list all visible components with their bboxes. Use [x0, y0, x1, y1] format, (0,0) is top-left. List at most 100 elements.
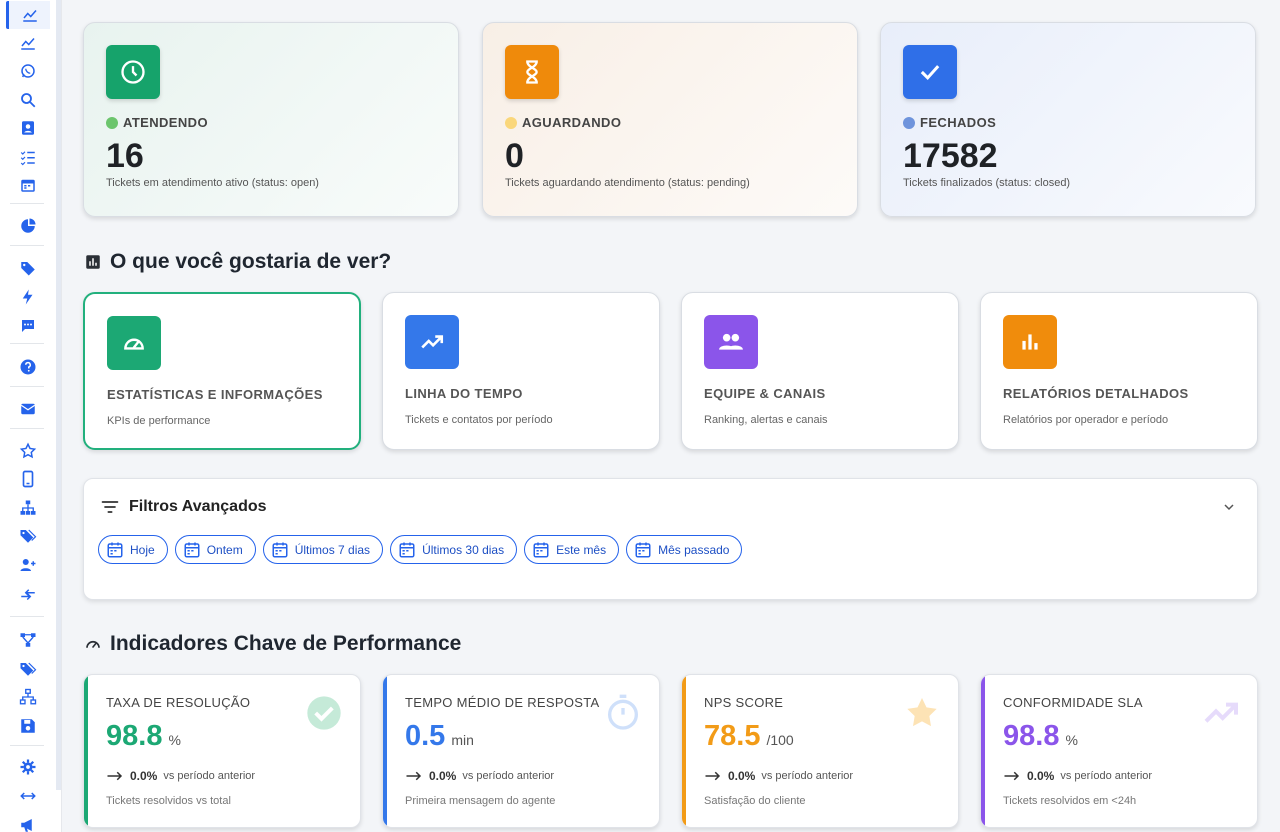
- megaphone-icon: [21, 819, 32, 832]
- sidebar-item-0[interactable]: [6, 1, 50, 29]
- chart-line-icon: [21, 38, 35, 50]
- horizontal-arrows-icon: [20, 792, 36, 800]
- view-card-2[interactable]: EQUIPE & CANAIS Ranking, alertas e canais: [681, 292, 959, 450]
- sidebar-item-25[interactable]: [6, 811, 50, 832]
- status-card-atendendo[interactable]: ATENDENDO 16 Tickets em atendimento ativo …: [83, 22, 459, 217]
- add-user-icon: [20, 559, 36, 571]
- date-chip-1[interactable]: Ontem: [174, 535, 256, 564]
- views-section-title: O que você gostaria de ver?: [84, 250, 391, 274]
- sidebar-item-17[interactable]: [6, 551, 50, 579]
- transfer-icon: [21, 589, 35, 601]
- sidebar-item-16[interactable]: [6, 522, 50, 550]
- kpi-change: 0.0%: [429, 769, 457, 783]
- check-circle-icon: [307, 696, 341, 730]
- view-icon-box: [1003, 315, 1057, 369]
- arrow-right-icon: [107, 771, 123, 781]
- sidebar-scrollbar[interactable]: [56, 0, 61, 790]
- sidebar-item-4[interactable]: [6, 114, 50, 142]
- kpi-section-title: Indicadores Chave de Performance: [84, 632, 461, 656]
- sidebar-item-5[interactable]: [6, 143, 50, 171]
- clock-icon: [121, 60, 145, 84]
- kpi-unit: %: [1065, 732, 1078, 748]
- view-card-subtitle: Relatórios por operador e período: [1003, 414, 1169, 426]
- view-card-title: EQUIPE & CANAIS: [704, 386, 826, 401]
- view-card-title: ESTATÍSTICAS E INFORMAÇÕES: [107, 387, 323, 402]
- tags-icon: [20, 662, 37, 676]
- date-chip-label: Últimos 7 dias: [294, 542, 371, 557]
- date-presets: Hoje Ontem Últimos 7 dias Últimos 30 dias Es…: [98, 535, 743, 564]
- chart-line-icon: [22, 10, 37, 22]
- kpi-footnote: Tickets resolvidos em <24h: [1003, 795, 1137, 807]
- sidebar-item-9[interactable]: [6, 283, 50, 311]
- arrow-right-icon: [406, 771, 422, 781]
- sidebar-item-24[interactable]: [6, 782, 50, 810]
- view-card-3[interactable]: RELATÓRIOS DETALHADOS Relatórios por oper…: [980, 292, 1258, 450]
- kpi-change: 0.0%: [728, 769, 756, 783]
- kpi-comparison: 0.0% vs período anterior: [405, 767, 639, 785]
- kpi-value-row: 98.8%: [106, 720, 340, 753]
- hourglass-icon: [526, 60, 538, 84]
- view-icon-box: [107, 316, 161, 370]
- view-card-title: RELATÓRIOS DETALHADOS: [1003, 386, 1189, 401]
- sidebar-item-6[interactable]: [6, 171, 50, 199]
- sidebar-item-18[interactable]: [6, 581, 50, 609]
- kpi-vs-label: vs período anterior: [462, 770, 555, 782]
- status-description: Tickets aguardando atendimento (status: …: [505, 177, 750, 189]
- whatsapp-icon: [21, 64, 35, 78]
- trending-up-icon: [1204, 702, 1238, 723]
- sidebar-item-14[interactable]: [6, 465, 50, 493]
- status-icon-box: [505, 45, 559, 99]
- status-icon-box: [903, 45, 957, 99]
- date-chip-5[interactable]: Mês passado: [626, 535, 743, 564]
- sidebar-item-20[interactable]: [6, 655, 50, 683]
- sidebar-item-1[interactable]: [6, 29, 50, 57]
- sidebar-item-21[interactable]: [6, 683, 50, 711]
- sidebar-item-10[interactable]: [6, 312, 50, 340]
- filters-header[interactable]: Filtros Avançados: [100, 497, 267, 517]
- date-chip-3[interactable]: Últimos 30 dias: [390, 535, 518, 564]
- kpi-card-2[interactable]: NPS SCORE 78.5/100 0.0% vs período anterior…: [681, 674, 959, 828]
- sidebar-item-2[interactable]: [6, 57, 50, 85]
- mail-icon: [20, 403, 36, 415]
- calendar-chip-icon: [184, 542, 200, 557]
- sidebar-item-3[interactable]: [6, 86, 50, 114]
- view-card-subtitle: KPIs de performance: [107, 415, 211, 427]
- chevron-down-icon[interactable]: [1221, 499, 1237, 515]
- status-description: Tickets finalizados (status: closed): [903, 177, 1071, 189]
- check-icon: [920, 65, 940, 81]
- kpi-change: 0.0%: [1027, 769, 1055, 783]
- view-card-1[interactable]: LINHA DO TEMPO Tickets e contatos por per…: [382, 292, 660, 450]
- tags-icon: [20, 529, 37, 543]
- kpi-comparison: 0.0% vs período anterior: [106, 767, 340, 785]
- sidebar-item-23[interactable]: [6, 753, 50, 781]
- calendar-chip-icon: [533, 542, 549, 557]
- kpi-card-0[interactable]: TAXA DE RESOLUÇÃO 98.8% 0.0% vs período ant…: [83, 674, 361, 828]
- kpi-value: 98.8: [106, 720, 163, 752]
- kpi-card-3[interactable]: CONFORMIDADE SLA 98.8% 0.0% vs período ante…: [980, 674, 1258, 828]
- date-chip-0[interactable]: Hoje: [98, 535, 168, 564]
- sidebar-item-12[interactable]: [6, 395, 50, 423]
- kpi-footnote: Satisfação do cliente: [704, 795, 806, 807]
- sidebar-item-11[interactable]: [6, 353, 50, 381]
- sidebar-item-22[interactable]: [6, 712, 50, 740]
- sidebar-item-7[interactable]: [6, 212, 50, 240]
- status-count: 0: [505, 137, 524, 175]
- kpi-value: 0.5: [405, 720, 446, 752]
- sidebar-item-19[interactable]: [6, 626, 50, 654]
- view-card-0[interactable]: ESTATÍSTICAS E INFORMAÇÕES KPIs de perfor…: [83, 292, 361, 450]
- sidebar-item-8[interactable]: [6, 254, 50, 282]
- kpi-value-row: 78.5/100: [704, 720, 938, 753]
- sidebar-item-15[interactable]: [6, 494, 50, 522]
- status-card-fechados[interactable]: FECHADOS 17582 Tickets finalizados (status…: [880, 22, 1256, 217]
- status-card-aguardando[interactable]: AGUARDANDO 0 Tickets aguardando atendiment…: [482, 22, 858, 217]
- date-chip-label: Hoje: [130, 542, 155, 557]
- flow-icon: [20, 633, 36, 647]
- date-chip-2[interactable]: Últimos 7 dias: [262, 535, 384, 564]
- speedometer-icon: [124, 338, 144, 350]
- sidebar-item-13[interactable]: [6, 437, 50, 465]
- sidebar-divider: [10, 616, 44, 617]
- views-title-text: O que você gostaria de ver?: [110, 250, 392, 273]
- date-chip-4[interactable]: Este mês: [524, 535, 620, 564]
- kpi-card-1[interactable]: TEMPO MÉDIO DE RESPOSTA 0.5 min 0.0% vs perí…: [382, 674, 660, 828]
- filter-icon: [101, 501, 119, 513]
